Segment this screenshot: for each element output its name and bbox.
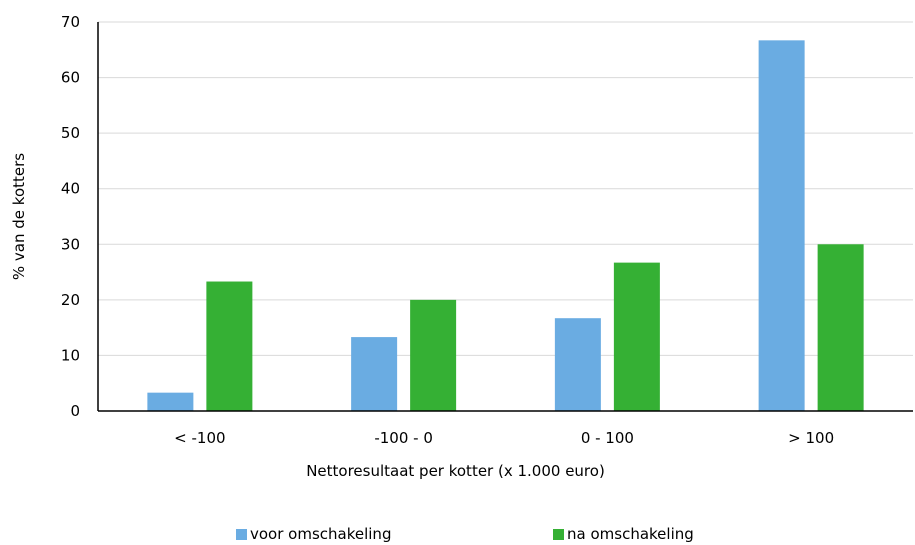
y-axis-label: % van de kotters — [10, 153, 28, 280]
bar-na-1 — [410, 299, 457, 411]
x-tick-label: 0 - 100 — [581, 429, 634, 447]
bar-voor-3 — [758, 40, 805, 412]
y-tick-label: 60 — [61, 69, 80, 87]
y-axis-ticks: 0 10 20 30 40 50 60 70 — [61, 13, 80, 420]
y-tick-label: 50 — [61, 124, 80, 142]
x-axis-label: Nettoresultaat per kotter (x 1.000 euro) — [306, 462, 605, 480]
y-tick-label: 0 — [70, 402, 80, 420]
y-tick-label: 20 — [61, 291, 80, 309]
x-tick-label: -100 - 0 — [374, 429, 433, 447]
x-tick-label: < -100 — [174, 429, 225, 447]
bar-voor-1 — [351, 337, 398, 411]
y-tick-label: 70 — [61, 13, 80, 31]
legend-label-na: na omschakeling — [567, 525, 694, 543]
legend-swatch-voor — [236, 529, 247, 540]
bar-voor-2 — [554, 318, 601, 411]
y-tick-label: 40 — [61, 180, 80, 198]
x-axis-ticks: < -100 -100 - 0 0 - 100 > 100 — [174, 429, 834, 447]
bars — [147, 40, 864, 412]
bar-na-2 — [613, 262, 660, 411]
legend-swatch-na — [553, 529, 564, 540]
x-tick-label: > 100 — [788, 429, 834, 447]
y-tick-label: 30 — [61, 235, 80, 253]
bar-voor-0 — [147, 392, 194, 411]
bar-na-3 — [817, 244, 864, 411]
legend-label-voor: voor omschakeling — [250, 525, 391, 543]
bar-na-0 — [206, 281, 253, 411]
legend: voor omschakeling na omschakeling — [236, 525, 694, 543]
y-tick-label: 10 — [61, 346, 80, 364]
